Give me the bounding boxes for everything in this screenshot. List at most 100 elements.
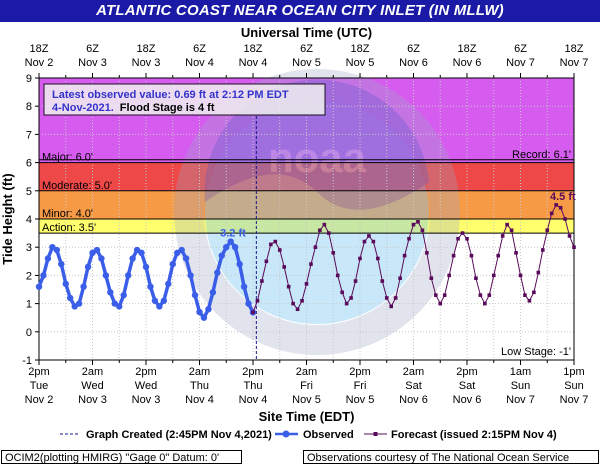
x-axis-title: Site Time (EDT) <box>259 409 355 424</box>
forecast-point <box>465 236 469 241</box>
logo-wordmark: noaa <box>268 134 367 181</box>
x-tick-label-day: Sun <box>564 380 584 392</box>
observed-point <box>178 246 185 254</box>
forecast-point <box>282 265 287 269</box>
forecast-point <box>295 307 300 312</box>
x-tick-label-date: Nov 5 <box>346 394 375 406</box>
chart-text: Universal Time (UTC) Site Time (EDT) Tide … <box>0 25 576 424</box>
forecast-point <box>572 245 576 249</box>
forecast-point <box>291 301 295 306</box>
forecast-point <box>353 279 358 283</box>
observed-point <box>84 263 92 271</box>
forecast-point <box>389 304 394 309</box>
x-tick-label-date: Nov 4 <box>185 394 214 406</box>
peak-annotation: 3.2 ft <box>220 228 246 240</box>
observed-point <box>58 260 65 268</box>
y-axis-title: Tide Height (ft) <box>0 173 15 264</box>
forecast-point <box>251 310 255 315</box>
x-tick-label-date: Nov 7 <box>560 394 589 406</box>
forecast-point <box>358 256 362 261</box>
x-tick-label-time: 2am <box>296 366 317 378</box>
forecast-point <box>558 205 563 210</box>
info-flood-stage: 4-Nov-2021. Flood Stage is 4 ft <box>52 102 215 114</box>
forecast-point <box>367 234 371 238</box>
info-flood-text: Flood Stage is 4 ft <box>120 102 215 114</box>
x-tick-label-day: Wed <box>135 380 157 392</box>
stage-label-moderate: Moderate: 5.0' <box>42 180 112 192</box>
y-tick-label: 9 <box>26 73 32 85</box>
info-date: 4-Nov-2021. <box>52 102 114 114</box>
observed-point <box>218 252 225 259</box>
x-top-label-date: Nov 6 <box>399 57 428 69</box>
x-tick-label-date: Nov 3 <box>132 394 161 406</box>
footer: OCIM2(plotting HMIRG) "Gage 0" Datum: 0'… <box>0 449 600 465</box>
x-tick-label-day: Thu <box>190 380 209 392</box>
stage-label-minor: Minor: 4.0' <box>42 208 93 220</box>
x-tick-label-day: Sat <box>405 380 422 392</box>
forecast-point <box>514 251 518 255</box>
x-top-label-date: Nov 7 <box>506 57 535 69</box>
x-tick-label-date: Nov 5 <box>292 394 321 406</box>
observed-point <box>191 291 199 299</box>
observed-point <box>227 238 234 245</box>
y-tick-label: 0 <box>26 327 32 339</box>
observed-point <box>196 308 203 316</box>
observed-point <box>147 283 154 290</box>
x-tick-label-date: Nov 3 <box>78 394 107 406</box>
footer-credit: Observations courtesy of The National Oc… <box>303 450 599 464</box>
x-tick-label-time: 1pm <box>563 366 584 378</box>
forecast-point <box>362 239 367 244</box>
stage-label-action: Action: 3.5' <box>42 222 96 234</box>
forecast-point <box>416 220 420 224</box>
observed-point <box>35 283 43 290</box>
forecast-point <box>340 290 344 295</box>
observed-point <box>151 297 159 304</box>
forecast-point <box>447 273 451 278</box>
forecast-point <box>277 248 282 252</box>
observed-point <box>124 272 132 279</box>
forecast-point <box>442 293 447 297</box>
forecast-point <box>438 301 443 306</box>
logo-disc <box>205 100 429 324</box>
observed-point <box>53 246 61 254</box>
forecast-point <box>300 298 304 303</box>
x-top-label-date: Nov 6 <box>453 57 482 69</box>
forecast-point <box>487 293 492 297</box>
forecast-point <box>567 234 572 238</box>
forecast-point <box>536 270 541 275</box>
forecast-point <box>491 273 496 278</box>
forecast-point <box>304 282 309 286</box>
observed-point <box>240 283 248 290</box>
forecast-point <box>496 253 501 258</box>
x-tick-label-date: Nov 7 <box>506 394 535 406</box>
forecast-point <box>545 228 550 233</box>
observed-point <box>236 260 243 268</box>
observed-point <box>187 272 194 279</box>
forecast-point <box>349 296 353 300</box>
forecast-point <box>322 222 327 227</box>
y-tick-label: 4 <box>26 214 32 226</box>
x-top-label-time: 6Z <box>514 43 527 55</box>
forecast-point <box>509 228 514 233</box>
observed-point <box>116 303 123 310</box>
forecast-point <box>260 279 264 283</box>
x-top-label-date: Nov 4 <box>185 57 214 69</box>
forecast-point <box>469 253 474 258</box>
forecast-point <box>456 236 460 241</box>
record-label: Record: 6.1' <box>512 149 571 161</box>
forecast-point <box>420 228 425 233</box>
observed-point <box>231 244 239 251</box>
x-top-label-date: Nov 5 <box>292 57 321 69</box>
series-layer <box>35 203 576 321</box>
stage-label-major: Major: 6.0' <box>42 152 93 164</box>
x-tick-label-time: 2am <box>403 366 424 378</box>
x-tick-label-date: Nov 6 <box>453 394 482 406</box>
x-tick-label-date: Nov 6 <box>399 394 428 406</box>
tide-chart: noaa -1 0 1 2 3 4 5 6 7 8 9 2pm Tue Nov 2 2am Wed Nov 3 2… <box>0 25 589 441</box>
top-axis-title: Universal Time (UTC) <box>241 25 372 40</box>
x-tick-label-time: 2pm <box>135 366 156 378</box>
x-tick-label-day: Wed <box>81 380 103 392</box>
legend-graph-created-label: Graph Created (2:45PM Nov 4,2021) <box>86 429 272 441</box>
x-top-label-date: Nov 3 <box>78 57 107 69</box>
